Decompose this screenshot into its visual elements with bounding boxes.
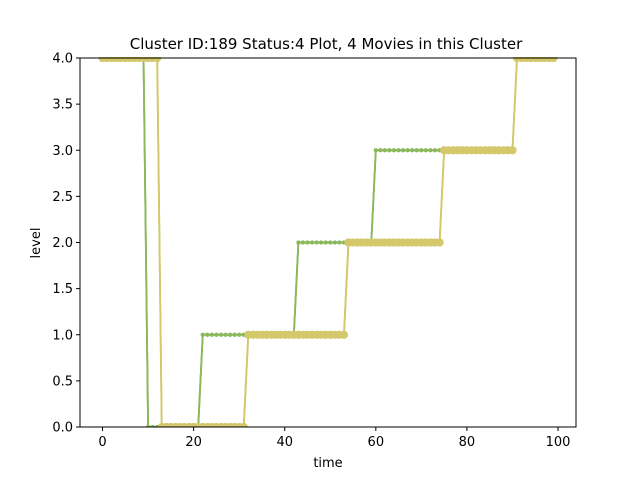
series-2-point	[319, 240, 324, 245]
series-4-point	[508, 146, 517, 155]
y-tick-label: 2.0	[52, 236, 73, 251]
x-axis-title: time	[313, 456, 342, 471]
series-2-point	[423, 148, 428, 153]
series-2-point	[214, 332, 219, 337]
series-2-point	[209, 332, 214, 337]
series-2-point	[237, 332, 242, 337]
series-2-point	[382, 148, 387, 153]
series-2-point	[428, 148, 433, 153]
x-tick-label: 40	[276, 435, 293, 450]
series-2-point	[332, 240, 337, 245]
x-axis: 0 20 40 60 80 100	[98, 427, 570, 450]
x-tick-label: 0	[98, 435, 106, 450]
series-2-point	[410, 148, 415, 153]
series-2-point	[200, 332, 205, 337]
series-2-point	[387, 148, 392, 153]
y-tick-label: 0.5	[52, 374, 73, 389]
y-tick-label: 1.5	[52, 282, 73, 297]
series-2-point	[305, 240, 310, 245]
series-2-point	[218, 332, 223, 337]
series-2-point	[392, 148, 397, 153]
series-2-point	[232, 332, 237, 337]
y-tick-label: 1.0	[52, 328, 73, 343]
x-tick-label: 100	[546, 435, 571, 450]
series-2-point	[228, 332, 233, 337]
series-2-point	[314, 240, 319, 245]
series-2-point	[323, 240, 328, 245]
y-tick-label: 3.0	[52, 144, 73, 159]
series-2-point	[296, 240, 301, 245]
series-2-point	[337, 240, 342, 245]
series-2-point	[405, 148, 410, 153]
y-tick-label: 4.0	[52, 52, 73, 67]
y-tick-label: 3.5	[52, 98, 73, 113]
series-layer	[98, 57, 558, 427]
series-2-point	[419, 148, 424, 153]
series-4-point	[339, 330, 348, 339]
series-4-point	[435, 238, 444, 247]
series-2-point	[433, 148, 438, 153]
series-2-point	[328, 240, 333, 245]
series-2-point	[223, 332, 228, 337]
series-2-point	[373, 148, 378, 153]
series-2-point	[378, 148, 383, 153]
series-2-point	[205, 332, 210, 337]
chart-title: Cluster ID:189 Status:4 Plot, 4 Movies i…	[130, 35, 523, 53]
series-2-point	[396, 148, 401, 153]
series-4-point	[239, 423, 248, 427]
y-axis: 0.0 0.5 1.0 1.5 2.0 2.5 3.0 3.5 4.0	[52, 52, 80, 436]
series-2-point	[414, 148, 419, 153]
y-tick-label: 2.5	[52, 190, 73, 205]
x-tick-label: 60	[368, 435, 385, 450]
series-2-point	[401, 148, 406, 153]
x-tick-label: 80	[459, 435, 476, 450]
series-2-point	[310, 240, 315, 245]
x-tick-label: 20	[185, 435, 202, 450]
series-2-point	[300, 240, 305, 245]
series-4	[98, 57, 558, 427]
y-tick-label: 0.0	[52, 421, 73, 436]
y-axis-title: level	[29, 228, 44, 259]
